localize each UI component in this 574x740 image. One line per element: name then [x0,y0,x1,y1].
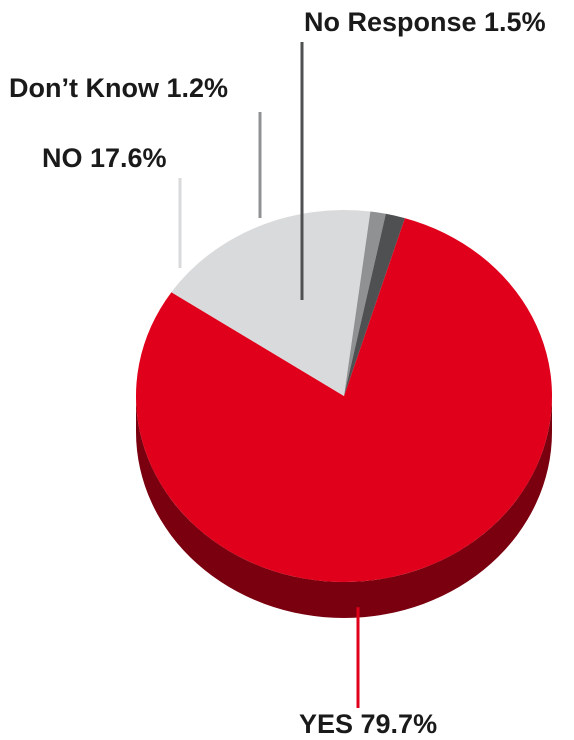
pie-slice-no-response [344,213,405,396]
leader-lines [178,42,360,708]
label-yes: YES 79.7% [299,709,437,739]
label-no: NO 17.6% [42,143,167,173]
pie-labels: YES 79.7% NO 17.6% Don’t Know 1.2% No Re… [9,7,546,739]
pie-slice-dont-know [344,211,386,396]
pie-side-yes [136,396,552,618]
label-no-response: No Response 1.5% [304,7,546,37]
pie-slice-yes [136,218,553,583]
pie-slice-no [171,210,371,396]
pie-sides [136,396,552,618]
pie-tops [136,210,553,583]
label-dont-know: Don’t Know 1.2% [9,73,228,103]
